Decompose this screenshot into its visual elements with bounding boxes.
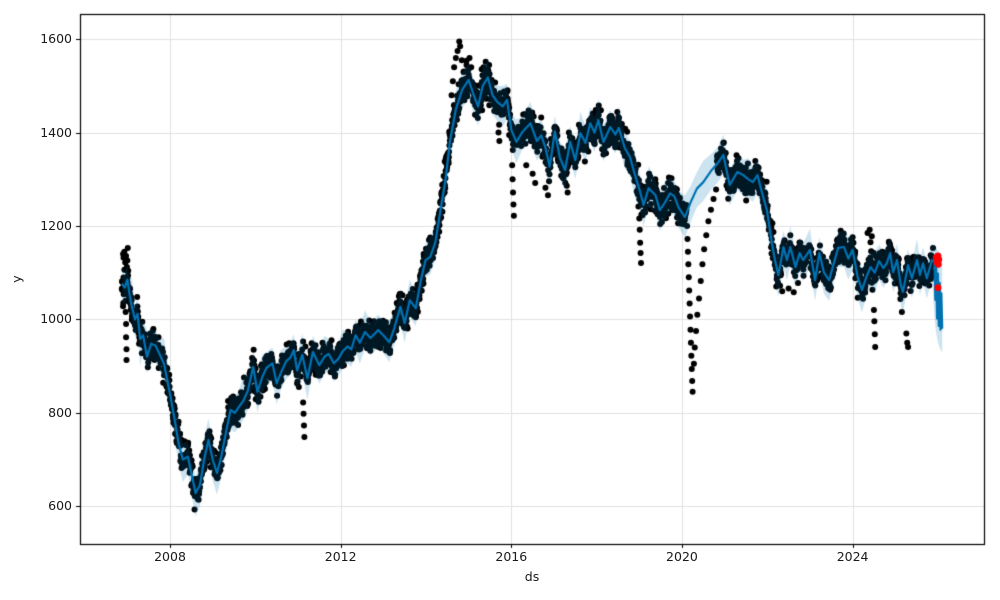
- x-tick-label: 2024: [836, 549, 869, 564]
- y-tick-label: 1600: [40, 30, 72, 46]
- x-tick-label: 2008: [154, 549, 186, 564]
- y-tick-label: 800: [48, 404, 72, 420]
- x-axis-label: ds: [524, 569, 540, 584]
- x-tick-label: 2016: [495, 549, 528, 564]
- y-tick-label: 1200: [40, 217, 72, 233]
- y-tick-label: 600: [48, 497, 72, 513]
- y-axis-label: y: [8, 275, 24, 283]
- x-tick-label: 2020: [666, 549, 698, 564]
- y-tick-label: 1400: [40, 124, 72, 140]
- x-tick-label: 2012: [324, 549, 357, 564]
- y-tick-label: 1000: [40, 311, 72, 327]
